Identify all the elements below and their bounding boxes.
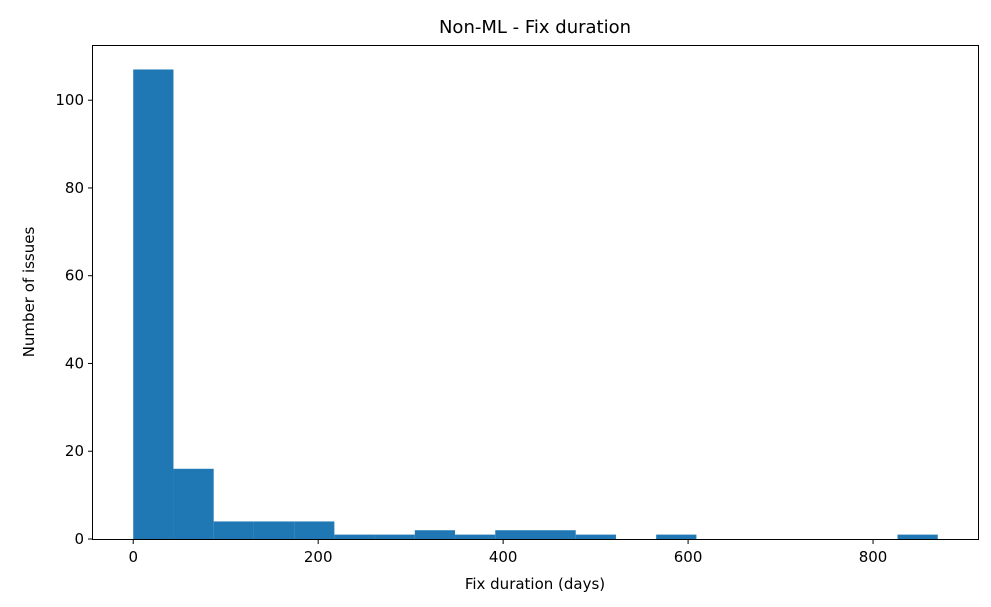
histogram-bar — [173, 468, 214, 539]
x-tick-label: 400 — [489, 548, 518, 566]
y-tick-label: 20 — [65, 442, 84, 460]
y-axis-label: Number of issues — [20, 227, 38, 358]
y-axis-ticks: 0 20 40 60 80 100 — [55, 91, 93, 548]
x-tick-label: 600 — [674, 548, 703, 566]
histogram-bar — [334, 534, 375, 539]
y-tick-label: 0 — [74, 530, 84, 548]
histogram-bar — [253, 521, 295, 539]
x-axis-label: Fix duration (days) — [465, 575, 605, 593]
histogram-bar — [133, 69, 174, 539]
x-axis-ticks: 0 200 400 600 800 — [128, 539, 887, 566]
y-tick-label: 60 — [65, 267, 84, 285]
histogram-bar — [656, 534, 697, 539]
x-tick-label: 0 — [128, 548, 138, 566]
plot-frame — [92, 45, 979, 540]
histogram-bar — [374, 534, 415, 539]
histogram-bar — [535, 530, 576, 539]
x-tick-label: 800 — [859, 548, 888, 566]
histogram-bar — [575, 534, 616, 539]
histogram-bar — [897, 534, 938, 539]
histogram-bar — [455, 534, 496, 539]
histogram-bar — [495, 530, 536, 539]
chart-title: Non-ML - Fix duration — [439, 17, 631, 38]
bars-group — [133, 69, 938, 539]
y-tick-label: 100 — [55, 91, 84, 109]
histogram-bar — [213, 521, 254, 539]
x-tick-label: 200 — [304, 548, 333, 566]
histogram-bar — [414, 530, 456, 539]
y-tick-label: 40 — [65, 354, 84, 372]
histogram-bar — [294, 521, 335, 539]
y-tick-label: 80 — [65, 179, 84, 197]
